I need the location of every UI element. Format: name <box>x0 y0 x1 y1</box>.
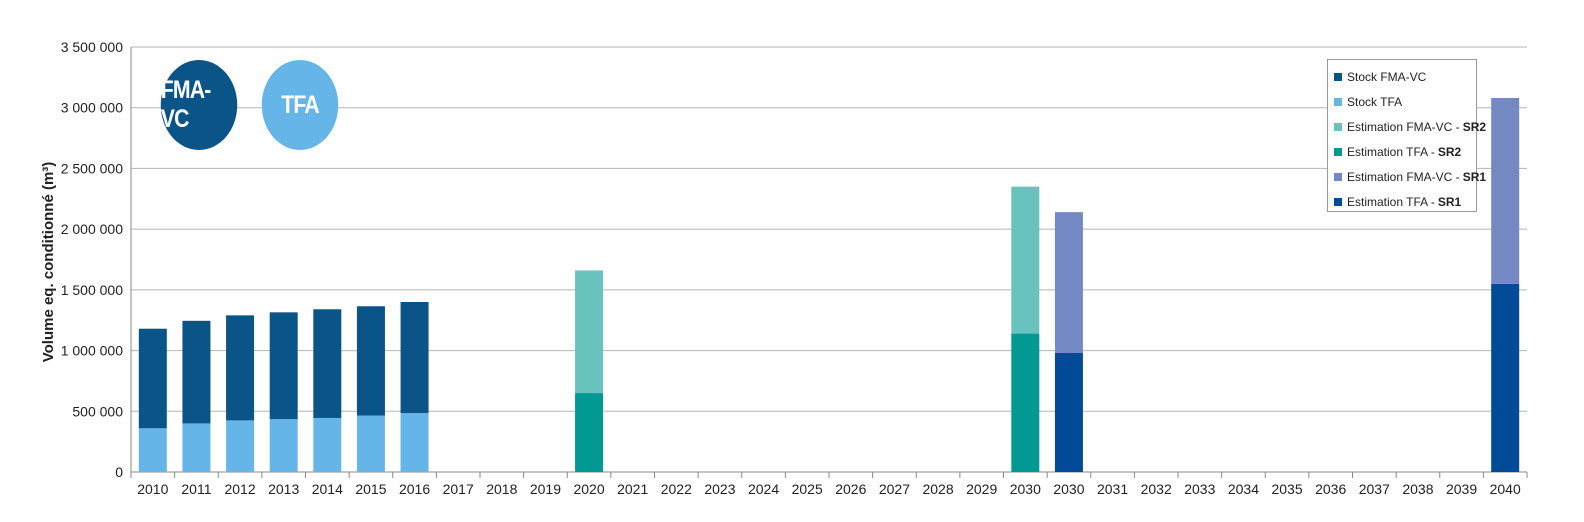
legend-item-estimation-fma-vc-sr1: Estimation FMA-VC - SR1 <box>1334 164 1486 189</box>
y-tick-label: 1 500 000 <box>61 282 123 298</box>
legend-swatch <box>1334 122 1342 131</box>
legend-label: Estimation TFA - <box>1347 144 1435 159</box>
legend-swatch <box>1334 97 1342 106</box>
x-tick-label: 2031 <box>1097 481 1128 497</box>
x-tick-label: 2019 <box>530 481 561 497</box>
legend-item-estimation-fma-vc-sr2: Estimation FMA-VC - SR2 <box>1334 114 1486 139</box>
axes: 0 500 000 1 000 000 1 500 000 2 000 000 2 500… <box>61 39 1528 497</box>
bar-segment <box>138 328 167 429</box>
bar-segment <box>1054 353 1083 472</box>
y-axis-label: Volume eq. conditionné (m³) <box>40 162 57 363</box>
x-tick-label: 2032 <box>1141 481 1172 497</box>
legend-label: Estimation TFA - <box>1347 194 1435 209</box>
bar-segment <box>269 312 298 420</box>
bar-segment <box>1491 283 1520 472</box>
y-tick-label: 0 <box>115 464 123 480</box>
x-tick-label: 2021 <box>617 481 648 497</box>
bar-segment <box>269 419 298 472</box>
legend-item-stock-tfa: Stock TFA <box>1334 89 1470 114</box>
bar-segment <box>226 315 255 421</box>
bars <box>138 98 1520 472</box>
x-tick-label: 2034 <box>1228 481 1259 497</box>
legend-label: Estimation FMA-VC - <box>1347 119 1460 134</box>
y-tick-label: 2 500 000 <box>61 160 123 176</box>
x-tick-label: 2016 <box>399 481 430 497</box>
x-tick-label: 2013 <box>268 481 299 497</box>
bar-segment <box>1011 186 1040 334</box>
y-tick-label: 500 000 <box>72 403 123 419</box>
y-tick-label: 1 000 000 <box>61 343 123 359</box>
x-tick-label: 2015 <box>355 481 386 497</box>
legend-scenario: SR2 <box>1437 144 1462 159</box>
bar-segment <box>400 413 429 472</box>
legend-item-stock-fma-vc: Stock FMA-VC <box>1334 64 1470 89</box>
x-tick-label: 2039 <box>1446 481 1477 497</box>
legend-swatch <box>1334 147 1342 156</box>
x-tick-label: 2023 <box>704 481 735 497</box>
legend-swatch <box>1334 172 1342 181</box>
x-tick-label: 2012 <box>224 481 255 497</box>
x-tick-label: 2014 <box>312 481 343 497</box>
legend-label: Stock FMA-VC <box>1347 69 1427 84</box>
x-tick-label: 2011 <box>181 481 211 497</box>
legend-item-estimation-tfa-sr1: Estimation TFA - SR1 <box>1334 189 1470 214</box>
x-tick-label: 2037 <box>1359 481 1390 497</box>
bar-segment <box>313 309 342 418</box>
x-tick-label: 2020 <box>573 481 604 497</box>
x-tick-label: 2036 <box>1315 481 1346 497</box>
x-tick-label: 2030 <box>1010 481 1041 497</box>
bar-segment <box>1011 333 1040 472</box>
legend-scenario: SR2 <box>1462 119 1487 134</box>
y-tick-label: 3 500 000 <box>61 39 123 55</box>
x-tick-label: 2024 <box>748 481 779 497</box>
legend-label: Stock TFA <box>1347 94 1403 109</box>
bar-segment <box>138 428 167 472</box>
y-tick-label: 2 000 000 <box>61 221 123 237</box>
legend-label: Estimation FMA-VC - <box>1347 169 1460 184</box>
x-tick-label: 2018 <box>486 481 517 497</box>
x-tick-label: 2035 <box>1271 481 1302 497</box>
bar-segment <box>313 417 342 472</box>
legend-swatch <box>1334 197 1342 206</box>
x-tick-label: 2029 <box>966 481 997 497</box>
bar-segment <box>356 306 385 416</box>
bar-segment <box>400 302 429 414</box>
x-tick-label: 2017 <box>443 481 474 497</box>
bar-segment <box>182 423 211 472</box>
bar-segment <box>356 415 385 472</box>
bar-segment <box>575 270 604 394</box>
bar-segment <box>1054 212 1083 353</box>
bar-segment <box>182 320 211 424</box>
x-tick-label: 2033 <box>1184 481 1215 497</box>
tfa-badge: TFA <box>261 60 339 150</box>
x-tick-label: 2022 <box>661 481 692 497</box>
x-tick-label: 2025 <box>792 481 823 497</box>
y-tick-label: 3 000 000 <box>61 100 123 116</box>
legend: Stock FMA-VC Stock TFA Estimation FMA-VC… <box>1327 59 1486 214</box>
x-tick-label: 2026 <box>835 481 866 497</box>
x-tick-label: 2038 <box>1402 481 1433 497</box>
legend-item-estimation-tfa-sr2: Estimation TFA - SR2 <box>1334 139 1470 164</box>
x-tick-label: 2040 <box>1490 481 1521 497</box>
legend-scenario: SR1 <box>1437 194 1462 209</box>
x-tick-label: 2030 <box>1053 481 1084 497</box>
fma-vc-badge: FMA-VC <box>160 60 238 150</box>
bar-segment <box>1491 98 1520 284</box>
x-tick-label: 2028 <box>922 481 953 497</box>
x-tick-label: 2027 <box>879 481 910 497</box>
legend-scenario: SR1 <box>1462 169 1487 184</box>
bar-segment <box>226 420 255 472</box>
legend-swatch <box>1334 72 1342 81</box>
bar-segment <box>575 393 604 472</box>
x-tick-label: 2010 <box>137 481 168 497</box>
